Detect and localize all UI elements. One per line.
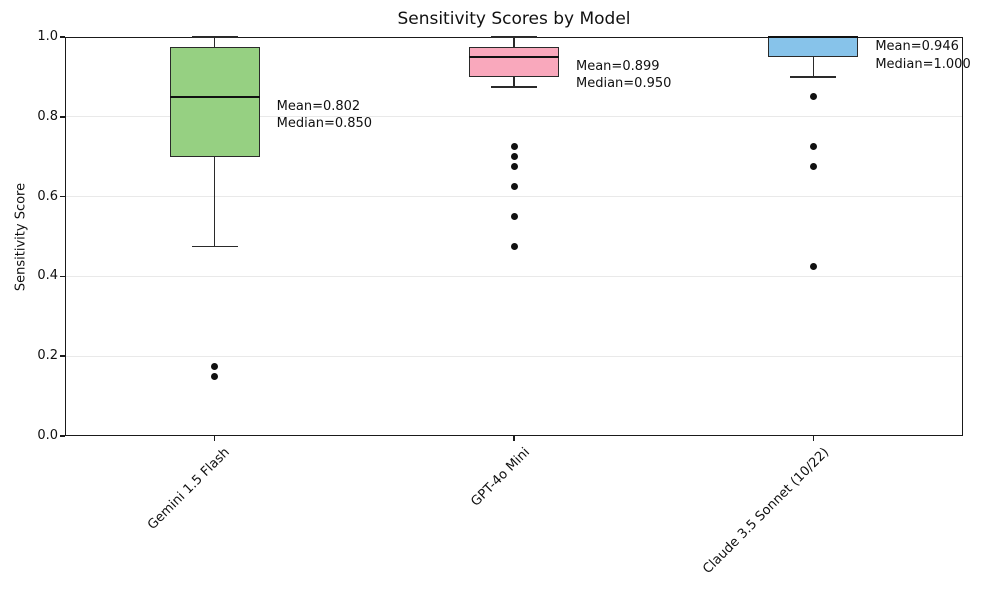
y-tick-label: 0.4 bbox=[37, 268, 58, 284]
gridline bbox=[65, 196, 963, 198]
outlier-dot bbox=[510, 153, 518, 161]
outlier-dot bbox=[809, 163, 817, 171]
median-line bbox=[169, 95, 260, 98]
gridline bbox=[65, 275, 963, 277]
y-tick-label: 1.0 bbox=[37, 29, 58, 44]
annotation-line: Mean=0.899 bbox=[576, 58, 660, 74]
y-tick-label: 0.6 bbox=[37, 188, 58, 204]
lower-whisker bbox=[513, 76, 515, 87]
median-line bbox=[768, 36, 859, 38]
annotation-line: Median=0.950 bbox=[576, 76, 672, 92]
y-tick-label: 0.8 bbox=[37, 108, 58, 124]
x-tick-mark bbox=[812, 436, 815, 441]
lower-whisker bbox=[812, 56, 815, 77]
lower-whisker-cap bbox=[790, 76, 837, 78]
x-tick-mark bbox=[513, 436, 515, 441]
annotation-line: Mean=0.946 bbox=[875, 39, 959, 54]
gridline bbox=[65, 116, 963, 118]
x-tick-label-3: Claude 3.5 Sonnet (10/22) bbox=[699, 445, 832, 577]
y-tick-label: 0.2 bbox=[37, 348, 58, 364]
lower-whisker-cap bbox=[191, 245, 238, 248]
outlier-dot bbox=[510, 143, 518, 151]
chart-title: Sensitivity Scores by Model bbox=[397, 9, 631, 29]
y-tick-mark bbox=[60, 435, 65, 437]
box-1 bbox=[169, 46, 260, 157]
box-3 bbox=[768, 37, 859, 57]
outlier-dot bbox=[211, 362, 219, 370]
outlier-dot bbox=[510, 163, 518, 171]
outlier-dot bbox=[510, 242, 518, 250]
y-tick-label: 0.0 bbox=[37, 428, 58, 443]
y-tick-mark bbox=[60, 355, 65, 357]
annotation-line: Median=0.850 bbox=[276, 116, 373, 132]
outlier-dot bbox=[211, 372, 219, 380]
annotation-line: Median=1.000 bbox=[875, 56, 971, 72]
outlier-dot bbox=[809, 262, 817, 270]
lower-whisker bbox=[213, 156, 216, 247]
stats-annotation: Mean=0.899 Median=0.950 bbox=[576, 58, 671, 93]
median-line bbox=[469, 55, 559, 58]
outlier-dot bbox=[809, 143, 817, 151]
outlier-dot bbox=[809, 93, 817, 101]
upper-whisker bbox=[213, 37, 216, 47]
y-tick-mark bbox=[60, 195, 65, 198]
stats-annotation: Mean=0.946 Median=1.000 bbox=[875, 38, 970, 73]
gridline bbox=[65, 355, 963, 357]
x-tick-mark bbox=[213, 436, 216, 441]
y-tick-mark bbox=[60, 275, 65, 278]
outlier-dot bbox=[510, 183, 518, 191]
x-tick-label-2: GPT-4o Mini bbox=[467, 445, 533, 510]
outlier-dot bbox=[510, 213, 518, 221]
lower-whisker-cap bbox=[491, 86, 537, 88]
upper-whisker bbox=[513, 37, 515, 47]
annotation-line: Mean=0.802 bbox=[276, 98, 361, 114]
stats-annotation: Mean=0.802 Median=0.850 bbox=[277, 98, 372, 133]
box-2 bbox=[469, 46, 559, 77]
x-tick-label-1: Gemini 1.5 Flash bbox=[145, 445, 234, 533]
y-tick-mark bbox=[60, 36, 65, 38]
upper-whisker-cap bbox=[191, 36, 238, 38]
upper-whisker-cap bbox=[491, 36, 537, 38]
y-tick-mark bbox=[60, 116, 65, 118]
